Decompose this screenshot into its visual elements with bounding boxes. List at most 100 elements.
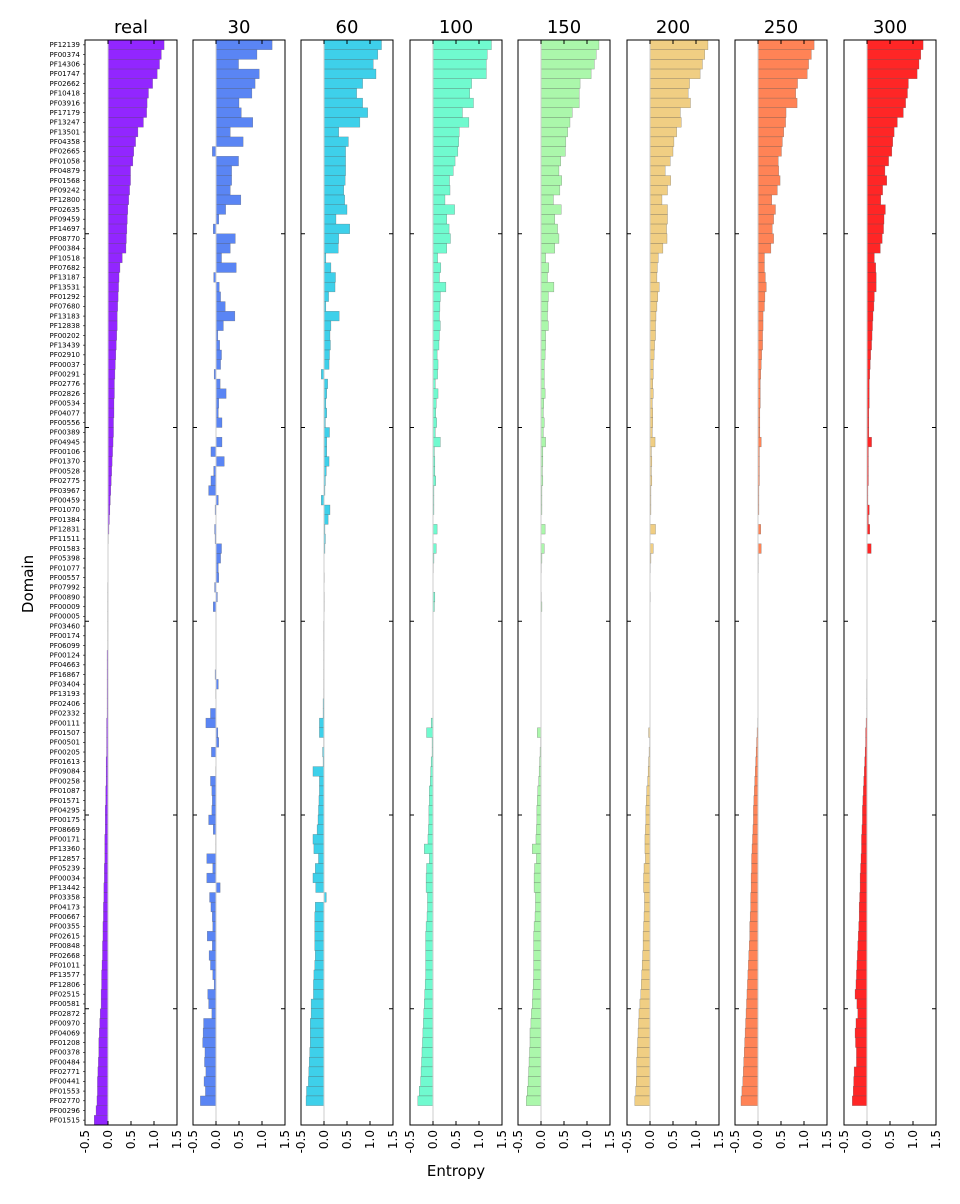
domain-label: PF02515 — [49, 991, 80, 999]
bar — [534, 883, 541, 893]
bar — [317, 825, 324, 835]
domain-label: PF10518 — [49, 254, 80, 262]
bar — [103, 931, 108, 941]
bar — [635, 1096, 650, 1106]
bar — [102, 951, 108, 961]
x-tick-label: 1.5 — [278, 1130, 292, 1149]
domain-label: PF00970 — [49, 1020, 80, 1028]
bar — [315, 912, 324, 922]
bar — [541, 224, 558, 234]
domain-label: PF02662 — [49, 80, 80, 88]
bar — [650, 40, 708, 50]
bar — [108, 398, 114, 408]
domain-label: PF00005 — [49, 613, 80, 621]
bar — [216, 321, 223, 331]
bar — [324, 185, 344, 195]
bar — [433, 205, 455, 215]
bar — [98, 1057, 108, 1067]
bar — [216, 389, 226, 399]
bar — [210, 776, 216, 786]
bar — [433, 185, 450, 195]
domain-label: PF02635 — [49, 206, 80, 214]
bar — [638, 1038, 650, 1048]
bar — [216, 544, 222, 554]
domain-label: PF00106 — [49, 448, 80, 456]
bar — [650, 243, 663, 253]
bar — [650, 311, 656, 321]
bar — [758, 40, 814, 50]
bar — [867, 321, 873, 331]
bar — [427, 912, 433, 922]
bar — [758, 166, 779, 176]
bar — [541, 321, 548, 331]
domain-label: PF09459 — [49, 216, 80, 224]
x-tick-label: 1.5 — [712, 1130, 726, 1149]
bar — [534, 960, 541, 970]
domain-label: PF00296 — [49, 1107, 80, 1115]
bar — [433, 437, 440, 447]
bar — [324, 195, 345, 205]
bar — [860, 873, 867, 883]
bar — [216, 166, 232, 176]
bar — [216, 176, 232, 186]
bar — [108, 234, 126, 244]
bar — [313, 767, 324, 777]
bar — [216, 195, 241, 205]
bar — [645, 834, 650, 844]
bar — [200, 1096, 216, 1106]
bar — [108, 292, 118, 302]
domain-label: PF05239 — [49, 865, 80, 873]
bar — [758, 176, 780, 186]
bar — [758, 263, 764, 273]
bar — [639, 1018, 651, 1028]
bar — [422, 1057, 434, 1067]
domain-label: PF00484 — [49, 1058, 80, 1066]
domain-label: PF00459 — [49, 496, 80, 504]
bar — [324, 147, 346, 157]
bar — [433, 88, 470, 98]
domain-label: PF00355 — [49, 923, 80, 931]
domain-label: PF00528 — [49, 467, 80, 475]
bar — [867, 166, 885, 176]
domain-label: PF08770 — [49, 235, 80, 243]
bar — [108, 147, 134, 157]
bar — [639, 1009, 650, 1019]
bar — [758, 127, 784, 137]
bar — [315, 902, 324, 912]
bar — [426, 941, 433, 951]
domain-label: PF04358 — [49, 138, 80, 146]
bar — [650, 176, 671, 186]
bar — [100, 1009, 108, 1019]
bar — [641, 980, 650, 990]
bar — [534, 970, 541, 980]
bar — [108, 59, 160, 69]
bar — [425, 980, 433, 990]
bar — [319, 776, 324, 786]
x-tick-label: 1.0 — [580, 1130, 594, 1149]
bar — [428, 834, 433, 844]
bar — [108, 447, 113, 457]
bar — [541, 88, 579, 98]
domain-label: PF05398 — [49, 555, 80, 563]
bar — [108, 418, 114, 428]
bar — [643, 951, 650, 961]
x-tick-label: -0.5 — [294, 1130, 308, 1153]
bar — [216, 418, 222, 428]
bar — [650, 79, 690, 89]
bar — [758, 156, 778, 166]
bar — [750, 931, 758, 941]
bar — [205, 1057, 217, 1067]
domain-label: PF02406 — [49, 700, 80, 708]
y-axis-label: Domain — [19, 555, 37, 613]
domain-label: PF12139 — [49, 41, 80, 49]
bar — [863, 796, 867, 806]
bar — [426, 922, 433, 932]
bar — [748, 970, 758, 980]
bar — [307, 1086, 324, 1096]
bar — [650, 166, 665, 176]
bar — [862, 815, 867, 825]
bar — [541, 524, 545, 534]
bar — [319, 718, 324, 728]
bar — [541, 282, 554, 292]
domain-label: PF03460 — [49, 622, 80, 630]
